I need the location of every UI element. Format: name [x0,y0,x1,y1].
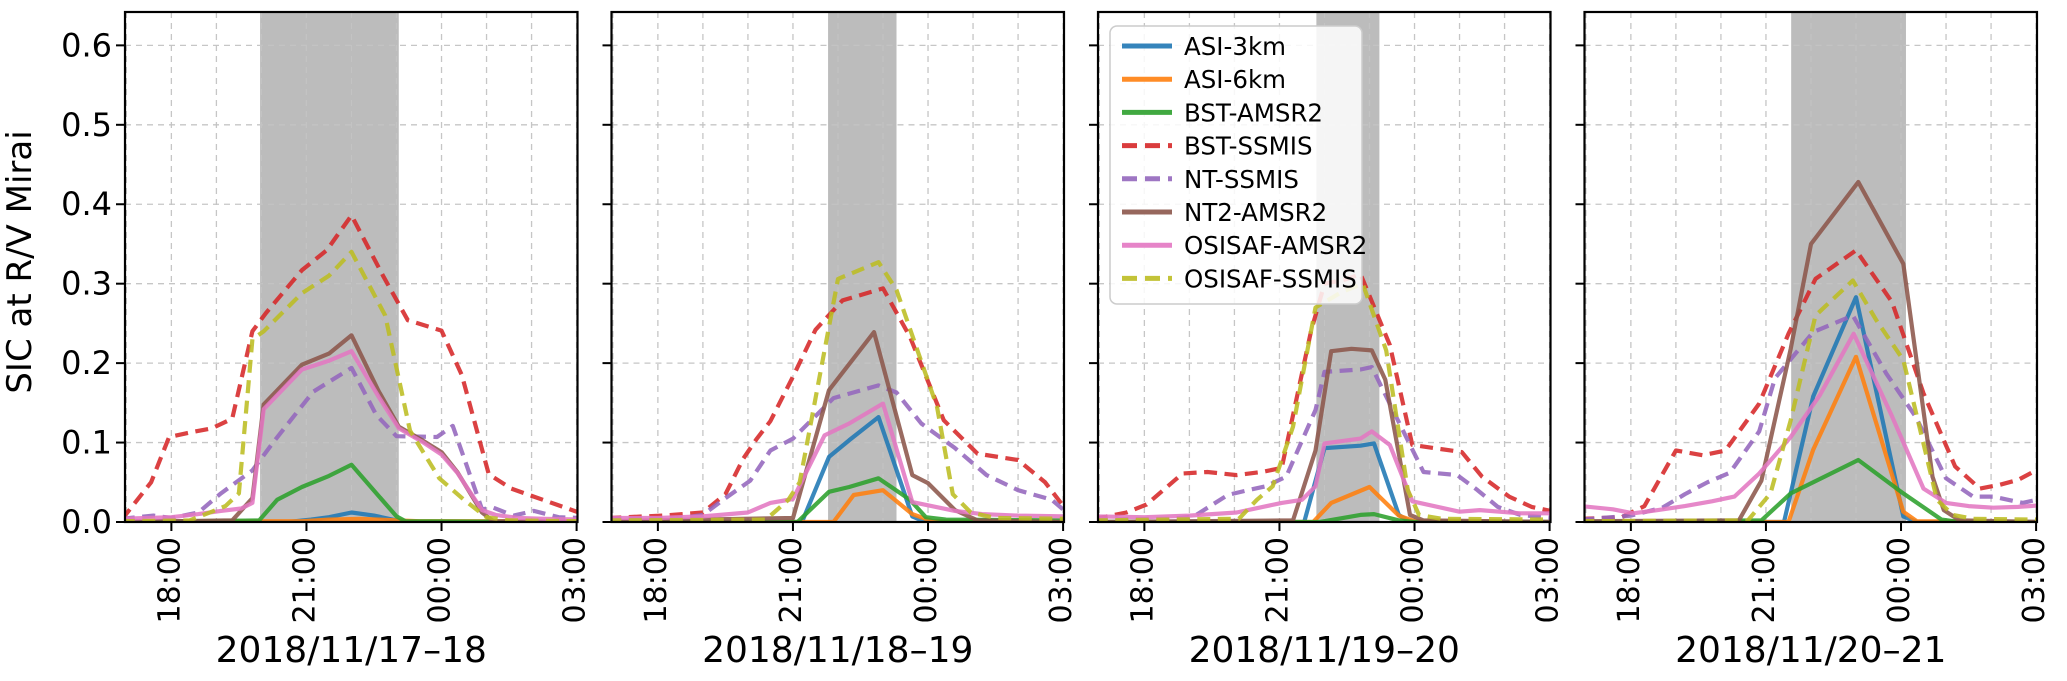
y-tick-label: 0.1 [61,424,112,462]
series-line-OSISAF-AMSR2 [1098,429,1551,520]
legend-item-label: ASI-6km [1184,65,1286,94]
series-lines [1584,179,2037,522]
series-line-OSISAF-SSMIS [1584,278,2037,522]
legend-item-label: BST-AMSR2 [1184,98,1323,127]
axis-ticks [1089,44,1551,531]
x-tick-label: 21:00 [774,537,809,623]
x-tick-label: 21:00 [1747,537,1782,623]
axis-ticks [116,44,578,531]
panel-date-label: 2018/11/17–18 [216,630,487,671]
x-tick-label: 21:00 [1260,537,1295,623]
panel-date-label: 2018/11/18–19 [702,630,973,671]
y-tick-label: 0.3 [61,265,112,303]
legend-item-label: NT-SSMIS [1184,165,1299,194]
x-tick-label: 03:00 [2017,537,2052,623]
x-tick-label: 00:00 [1882,537,1917,623]
x-tick-label: 00:00 [423,537,458,623]
panel-border [123,10,579,524]
legend-item-ASI-3km: ASI-3km [1122,32,1286,61]
y-tick-label: 0.0 [61,503,112,541]
observation-band [260,12,399,522]
series-line-OSISAF-AMSR2 [611,401,1064,521]
x-tick-label: 18:00 [1125,537,1160,623]
series-line-NT-SSMIS [1098,365,1551,522]
series-line-NT-SSMIS [1584,313,2037,522]
x-tick-label: 00:00 [1396,537,1431,623]
panel-date-label: 2018/11/19–20 [1189,630,1460,671]
legend: ASI-3km ASI-6km BST-AMSR2 BST-SSMIS NT-SSMIS… [1109,25,1367,305]
series-lines [1098,272,1551,522]
series-line-ASI-3km [1584,295,2037,522]
legend-item-label: OSISAF-AMSR2 [1184,231,1367,260]
legend-item-label: ASI-3km [1184,32,1286,61]
legend-item-label: BST-SSMIS [1184,132,1313,161]
axis-ticks [602,44,1065,531]
y-axis-label: SIC at R/V Mirai [0,130,40,393]
legend-item-ASI-6km: ASI-6km [1122,65,1286,94]
x-tick-label: 21:00 [287,537,322,623]
x-tick-label: 03:00 [558,537,593,623]
axis-ticks [1575,44,2038,531]
panel-1: 18:00 21:00 00:00 03:00 0.0 0.1 0.2 0.3 0.4 0.5 0.… [61,10,593,671]
legend-item-label: NT2-AMSR2 [1184,198,1327,227]
y-tick-label: 0.6 [61,26,112,64]
x-tick-label: 00:00 [909,537,944,623]
series-line-NT2-AMSR2 [1584,179,2037,522]
legend-box [1109,25,1363,305]
legend-item-BST-AMSR2: BST-AMSR2 [1122,98,1323,127]
y-tick-label: 0.2 [61,344,112,382]
legend-item-BST-SSMIS: BST-SSMIS [1122,132,1313,161]
series-line-OSISAF-AMSR2 [125,349,578,522]
panel-2: 18:00 21:00 00:00 03:00 2018/11/18–19 [602,10,1079,671]
series-line-BST-AMSR2 [125,462,578,522]
panel-border [1583,10,2039,524]
series-line-OSISAF-AMSR2 [1584,331,2037,516]
series-line-OSISAF-SSMIS [1098,281,1551,522]
x-tick-label: 18:00 [152,537,187,623]
panel-date-label: 2018/11/20–21 [1675,630,1946,671]
y-tick-label: 0.5 [61,106,112,144]
series-line-BST-AMSR2 [1098,511,1551,522]
panel-4: 18:00 21:00 00:00 03:00 2018/11/20–21 [1575,10,2052,671]
series-line-NT-SSMIS [611,383,1064,521]
legend-item-label: OSISAF-SSMIS [1184,264,1357,293]
series-line-BST-AMSR2 [611,476,1064,522]
series-line-NT2-AMSR2 [1098,346,1551,522]
x-tick-label: 18:00 [639,537,674,623]
series-line-OSISAF-SSMIS [125,249,578,522]
x-tick-label: 03:00 [1531,537,1566,623]
legend-item-OSISAF-SSMIS: OSISAF-SSMIS [1122,264,1357,293]
panel-border [610,10,1066,524]
legend-item-OSISAF-AMSR2: OSISAF-AMSR2 [1122,231,1367,260]
grid [1584,12,2037,522]
series-line-BST-SSMIS [1584,248,2037,521]
series-line-OSISAF-SSMIS [611,260,1064,522]
panel-border [1096,10,1552,524]
legend-item-NT-SSMIS: NT-SSMIS [1122,165,1299,194]
y-tick-label: 0.4 [61,185,112,223]
series-line-BST-SSMIS [611,286,1064,520]
legend-item-NT2-AMSR2: NT2-AMSR2 [1122,198,1327,227]
x-tick-label: 03:00 [1044,537,1079,623]
x-tick-label: 18:00 [1612,537,1647,623]
